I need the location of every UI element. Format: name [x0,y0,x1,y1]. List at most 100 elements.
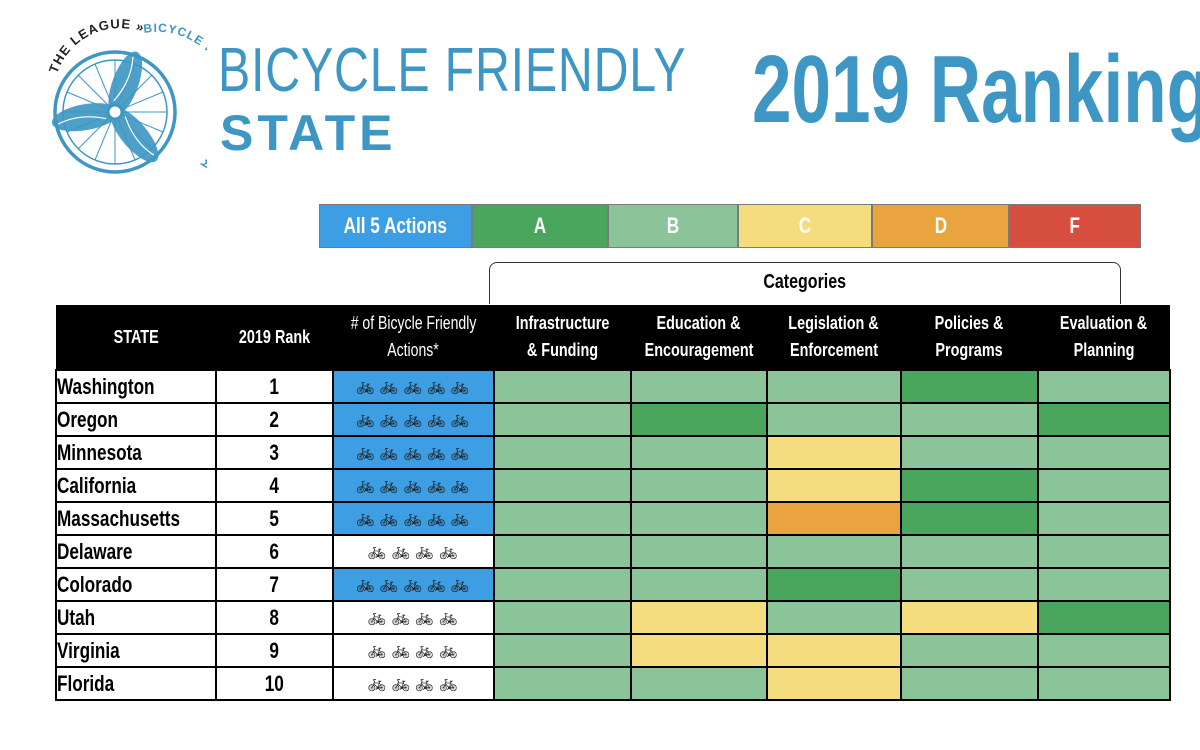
rank-cell: 5 [214,501,334,536]
grade-cell-policies [899,567,1039,602]
grade-cell-policies [899,501,1039,536]
grade-cell-legislation [765,666,902,701]
state-cell: Oregon [55,402,217,437]
grade-cell-education [629,534,768,569]
bicycle-icon: 🚲 [379,510,400,527]
table-row: Colorado 7 🚲 🚲 🚲 🚲 🚲 [55,567,1171,602]
grade-cell-evaluation [1036,666,1171,701]
rank-cell: 2 [214,402,334,437]
ranking-table: STATE 2019 Rank # of Bicycle Friendly Act… [55,305,1171,701]
grade-cell-education [629,435,768,470]
grade-cell-legislation [765,369,902,404]
grade-cell-legislation [765,402,902,437]
header-actions: # of Bicycle Friendly Actions* [332,305,494,370]
table-row: Minnesota 3 🚲 🚲 🚲 🚲 🚲 [55,435,1171,470]
bicycle-icon: 🚲 [427,411,447,428]
grade-cell-evaluation [1036,567,1171,602]
header-education: Education & Encouragement [630,305,767,370]
bicycle-icon: 🚲 [438,543,459,560]
grade-cell-education [629,501,768,536]
bicycle-icon: 🚲 [450,411,471,428]
grade-cell-evaluation [1036,501,1171,536]
bicycle-icon: 🚲 [356,411,376,428]
legend-grade-f: F [1009,204,1141,248]
grade-cell-evaluation [1036,534,1171,569]
bicycle-icon: 🚲 [415,543,435,560]
bicycle-icon: 🚲 [415,675,435,692]
grade-cell-education [629,567,768,602]
legend-grade-c: C [738,204,872,248]
state-cell: Colorado [55,567,217,602]
grade-legend: All 5 Actions A B C D F [319,204,1141,250]
bicycle-icon: 🚲 [450,510,471,527]
bicycle-icon: 🚲 [391,609,412,626]
bicycle-icon: 🚲 [438,675,459,692]
table-row: California 4 🚲 🚲 🚲 🚲 🚲 [55,468,1171,503]
state-cell: Minnesota [55,435,217,470]
bicycle-icon: 🚲 [403,576,424,593]
grade-cell-policies [899,402,1039,437]
bicycle-icon: 🚲 [450,378,471,395]
grade-cell-evaluation [1036,369,1171,404]
grade-cell-infrastructure [492,402,632,437]
grade-cell-infrastructure [492,501,632,536]
table-row: Oregon 2 🚲 🚲 🚲 🚲 🚲 [55,402,1171,437]
bicycle-icon: 🚲 [427,510,447,527]
header-policies: Policies & Programs [900,305,1038,370]
actions-cell: 🚲 🚲 🚲 🚲 🚲 [331,501,495,536]
header-infrastructure: Infrastructure & Funding [493,305,631,370]
bicycle-icon: 🚲 [367,543,388,560]
legend-all5: All 5 Actions [319,204,472,248]
grade-cell-evaluation [1036,402,1171,437]
bicycle-icon: 🚲 [427,477,447,494]
grade-cell-education [629,369,768,404]
grade-cell-legislation [765,501,902,536]
grade-cell-legislation [765,435,902,470]
actions-cell: 🚲 🚲 🚲 🚲 🚲 [331,402,495,437]
actions-cell: 🚲 🚲 🚲 🚲 [331,600,495,635]
bicycle-icon: 🚲 [379,576,400,593]
bicycle-icon: 🚲 [415,642,435,659]
bicycle-icon: 🚲 [356,576,376,593]
grade-cell-legislation [765,468,902,503]
grade-cell-education [629,633,768,668]
bicycle-icon: 🚲 [403,444,424,461]
grade-cell-legislation [765,567,902,602]
header-state: STATE [56,305,216,370]
actions-cell: 🚲 🚲 🚲 🚲 [331,666,495,701]
grade-cell-policies [899,666,1039,701]
bicycle-icon: 🚲 [356,378,376,395]
brand-line-2: STATE [220,105,397,161]
grade-cell-infrastructure [492,666,632,701]
league-logo: THE LEAGUE » BICYCLE FRIENDLY AMERICA [46,16,207,174]
table-header-row: STATE 2019 Rank # of Bicycle Friendly Act… [56,305,1170,370]
grade-cell-legislation [765,633,902,668]
bicycle-icon: 🚲 [403,378,424,395]
rank-cell: 6 [214,534,334,569]
legend-grade-b: B [608,204,738,248]
state-cell: Florida [55,666,217,701]
bicycle-icon: 🚲 [427,576,447,593]
grade-cell-infrastructure [492,633,632,668]
grade-cell-education [629,666,768,701]
bicycle-icon: 🚲 [379,378,400,395]
grade-cell-policies [899,633,1039,668]
table-row: Utah 8 🚲 🚲 🚲 🚲 [55,600,1171,635]
bicycle-icon: 🚲 [403,510,424,527]
table-row: Delaware 6 🚲 🚲 🚲 🚲 [55,534,1171,569]
state-cell: Massachusetts [55,501,217,536]
rank-cell: 10 [214,666,334,701]
bicycle-icon: 🚲 [367,642,388,659]
table-row: Florida 10 🚲 🚲 🚲 🚲 [55,666,1171,701]
grade-cell-education [629,402,768,437]
actions-cell: 🚲 🚲 🚲 🚲 🚲 [331,567,495,602]
bicycle-icon: 🚲 [438,609,459,626]
actions-cell: 🚲 🚲 🚲 🚲 🚲 [331,369,495,404]
grade-cell-infrastructure [492,600,632,635]
grade-cell-policies [899,534,1039,569]
rank-cell: 9 [214,633,334,668]
state-cell: Virginia [55,633,217,668]
actions-cell: 🚲 🚲 🚲 🚲 🚲 [331,468,495,503]
actions-cell: 🚲 🚲 🚲 🚲 🚲 [331,435,495,470]
grade-cell-legislation [765,600,902,635]
